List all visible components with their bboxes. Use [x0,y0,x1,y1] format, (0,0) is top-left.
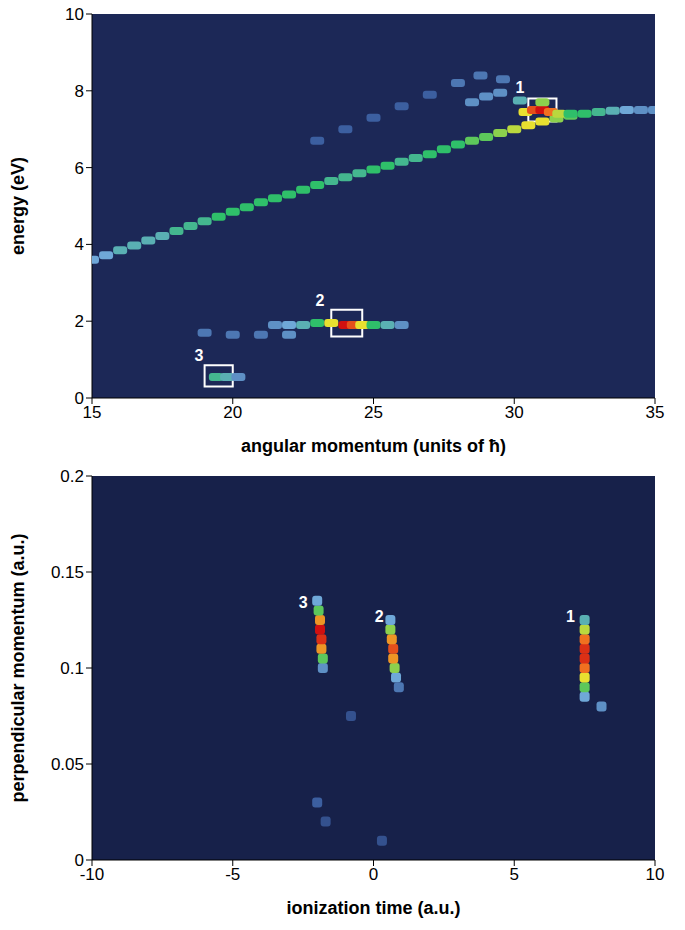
svg-text:0.1: 0.1 [60,659,84,678]
svg-text:5: 5 [510,865,519,884]
svg-text:10: 10 [65,5,84,24]
svg-text:8: 8 [75,82,84,101]
svg-text:0.15: 0.15 [51,563,84,582]
svg-text:angular momentum (units of ħ): angular momentum (units of ħ) [241,436,506,456]
svg-text:ionization time (a.u.): ionization time (a.u.) [287,898,461,918]
svg-text:10: 10 [646,865,665,884]
svg-text:2: 2 [316,292,325,309]
svg-text:4: 4 [75,235,84,254]
svg-text:0: 0 [369,865,378,884]
svg-text:2: 2 [75,312,84,331]
svg-text:perpendicular momentum (a.u.): perpendicular momentum (a.u.) [8,533,28,802]
svg-text:0: 0 [75,851,84,870]
svg-text:3: 3 [195,347,204,364]
svg-text:35: 35 [646,403,665,422]
svg-text:1: 1 [515,79,524,96]
svg-text:6: 6 [75,159,84,178]
svg-text:-5: -5 [225,865,240,884]
svg-text:20: 20 [223,403,242,422]
svg-text:15: 15 [83,403,102,422]
svg-text:2: 2 [375,608,384,625]
svg-text:0.05: 0.05 [51,755,84,774]
svg-text:0: 0 [75,389,84,408]
svg-text:-10: -10 [79,865,105,885]
svg-text:0.2: 0.2 [60,467,84,486]
svg-text:25: 25 [364,403,383,422]
svg-text:energy (eV): energy (eV) [8,157,28,255]
svg-text:3: 3 [299,594,308,611]
svg-text:1: 1 [566,608,575,625]
svg-text:30: 30 [505,403,524,422]
